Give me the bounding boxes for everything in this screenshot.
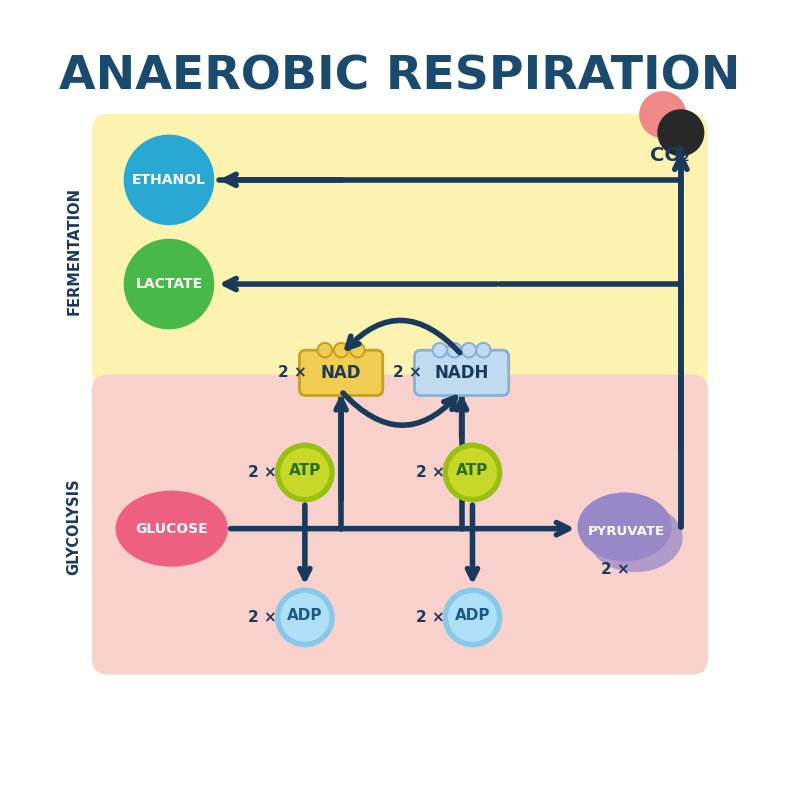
Text: ATP: ATP [289,463,321,478]
Circle shape [442,442,502,502]
Ellipse shape [578,493,672,562]
FancyBboxPatch shape [414,350,509,395]
Text: ADP: ADP [454,608,490,623]
FancyBboxPatch shape [299,350,382,395]
Circle shape [281,593,330,642]
Text: ANAEROBIC RESPIRATION: ANAEROBIC RESPIRATION [59,54,741,99]
Text: 2 ×: 2 × [415,610,444,625]
Circle shape [476,343,490,358]
Circle shape [448,448,497,497]
Text: 2 ×: 2 × [393,366,422,380]
Circle shape [639,91,686,138]
Text: ADP: ADP [287,608,322,623]
Circle shape [334,343,348,358]
Text: LACTATE: LACTATE [135,277,202,291]
Circle shape [275,442,334,502]
Circle shape [658,109,704,156]
Circle shape [447,343,462,358]
Ellipse shape [589,503,682,572]
Circle shape [318,343,332,358]
Circle shape [448,593,497,642]
Circle shape [442,587,502,647]
FancyBboxPatch shape [92,374,708,674]
Text: CO₂: CO₂ [650,146,690,165]
Circle shape [124,238,214,330]
Text: GLUCOSE: GLUCOSE [135,522,208,536]
Text: 2 ×: 2 × [248,610,277,625]
Circle shape [350,343,365,358]
Circle shape [281,448,330,497]
Text: ATP: ATP [456,463,489,478]
Circle shape [124,134,214,225]
Text: 2 ×: 2 × [602,562,630,577]
Circle shape [275,587,334,647]
Circle shape [462,343,476,358]
Text: 2 ×: 2 × [415,465,444,480]
Text: 2 ×: 2 × [248,465,277,480]
Circle shape [433,343,447,358]
Text: GLYCOLYSIS: GLYCOLYSIS [66,478,82,575]
Text: NAD: NAD [321,364,362,382]
Ellipse shape [115,490,228,566]
Text: NADH: NADH [434,364,489,382]
Text: PYRUVATE: PYRUVATE [588,525,665,538]
Text: ETHANOL: ETHANOL [132,173,206,187]
Text: 2 ×: 2 × [278,366,306,380]
FancyBboxPatch shape [92,114,708,389]
Text: FERMENTATION: FERMENTATION [66,186,82,314]
